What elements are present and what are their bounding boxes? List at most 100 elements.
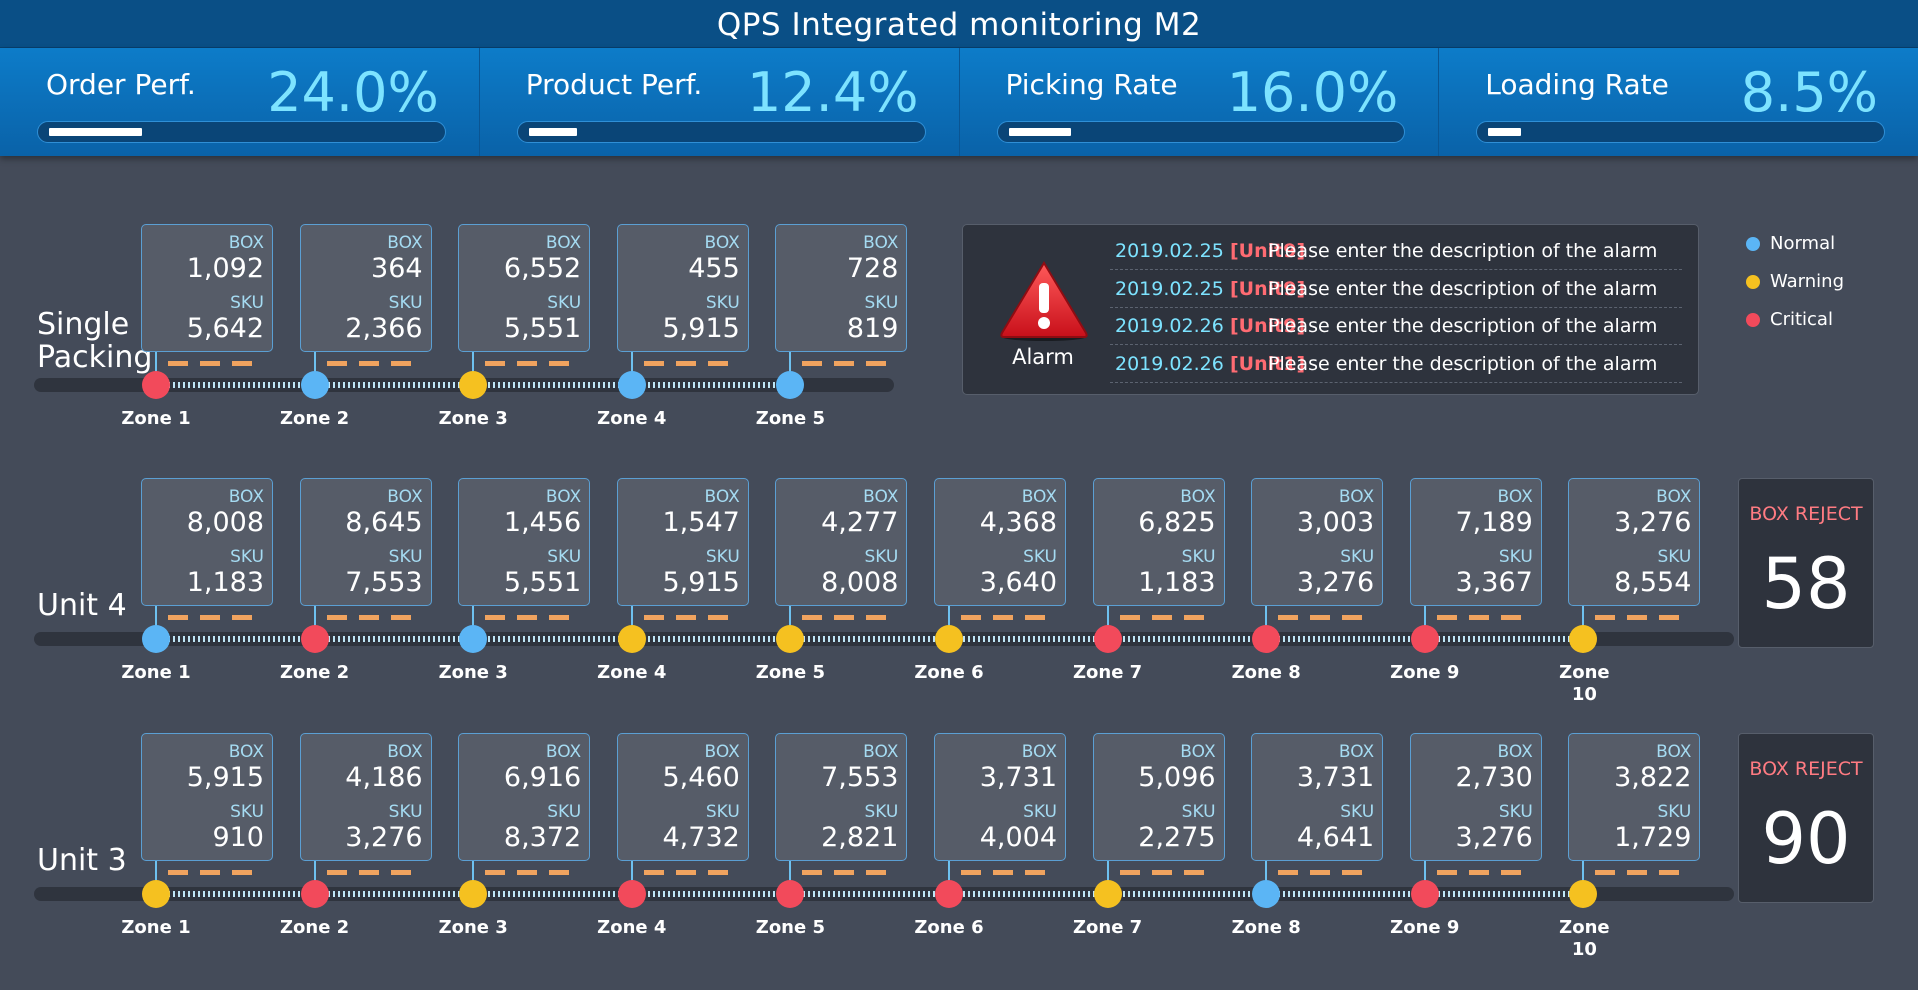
zone-card[interactable]: BOX 5,915 SKU 910 bbox=[141, 733, 273, 861]
zone-card[interactable]: BOX 7,189 SKU 3,367 bbox=[1409, 478, 1542, 606]
zone-card[interactable]: BOX 4,277 SKU 8,008 bbox=[775, 478, 908, 606]
zone-status-dot-critical[interactable] bbox=[142, 371, 170, 399]
zone-status-dot-critical[interactable] bbox=[300, 880, 329, 908]
box-label: BOX bbox=[863, 487, 899, 507]
zone-status-dot-warning[interactable] bbox=[617, 625, 646, 653]
zone-card[interactable]: BOX 3,731 SKU 4,641 bbox=[1251, 733, 1384, 861]
flow-indicator bbox=[485, 870, 570, 875]
zone-card[interactable]: BOX 728 SKU 819 bbox=[775, 224, 908, 352]
zone-connector bbox=[789, 352, 792, 380]
zone-status-dot-critical[interactable] bbox=[617, 880, 646, 908]
zone-card[interactable]: BOX 8,008 SKU 1,183 bbox=[141, 478, 273, 606]
box-label: BOX bbox=[1497, 742, 1533, 762]
zone-card[interactable]: BOX 3,731 SKU 4,004 bbox=[934, 733, 1066, 861]
zone-card[interactable]: BOX 1,092 SKU 5,642 bbox=[141, 224, 273, 352]
zone-card[interactable]: BOX 5,460 SKU 4,732 bbox=[616, 733, 749, 861]
alarm-panel: Alarm 2019.02.25 [Unit9] Please enter the … bbox=[962, 224, 1699, 395]
zone-status-dot-warning[interactable] bbox=[1093, 880, 1122, 908]
zone-card[interactable]: BOX 6,552 SKU 5,551 bbox=[458, 224, 591, 352]
alarm-entry[interactable]: 2019.02.26 [Unit1] Please enter the descri… bbox=[1110, 346, 1682, 383]
sku-count: 1,729 bbox=[1614, 822, 1692, 853]
zone-card[interactable]: BOX 4,186 SKU 3,276 bbox=[299, 733, 432, 861]
zone-card[interactable]: BOX 6,825 SKU 1,183 bbox=[1092, 478, 1225, 606]
zone-status-dot-warning[interactable] bbox=[776, 625, 805, 653]
sku-count: 5,551 bbox=[503, 313, 582, 344]
zone-status-dot-normal[interactable] bbox=[142, 625, 170, 653]
zone-card[interactable]: BOX 2,730 SKU 3,276 bbox=[1409, 733, 1542, 861]
zone-status-dot-warning[interactable] bbox=[142, 880, 170, 908]
kpi-strip: Order Perf. 24.0% Product Perf. 12.4% Pi… bbox=[0, 48, 1918, 156]
zone-card[interactable]: BOX 1,547 SKU 5,915 bbox=[616, 478, 749, 606]
zone-status-dot-critical[interactable] bbox=[1252, 625, 1281, 653]
zone-card[interactable]: BOX 7,553 SKU 2,821 bbox=[775, 733, 908, 861]
zone-label: Zone 3 bbox=[438, 917, 508, 938]
sku-label: SKU bbox=[1023, 547, 1057, 567]
box-label: BOX bbox=[1180, 487, 1216, 507]
zone-card[interactable]: BOX 3,822 SKU 1,729 bbox=[1568, 733, 1701, 861]
zone-status-dot-warning[interactable] bbox=[1569, 625, 1598, 653]
zone-status-dot-warning[interactable] bbox=[935, 625, 963, 653]
zone-connector bbox=[1582, 861, 1585, 889]
zone-card[interactable]: BOX 4,368 SKU 3,640 bbox=[934, 478, 1066, 606]
zone-status-dot-normal[interactable] bbox=[300, 371, 329, 399]
box-label: BOX bbox=[704, 233, 740, 253]
sku-count: 7,553 bbox=[345, 567, 423, 598]
box-count: 4,186 bbox=[345, 762, 423, 793]
zone-connector bbox=[1265, 861, 1268, 889]
sku-count: 1,183 bbox=[186, 567, 264, 598]
zone-status-dot-normal[interactable] bbox=[459, 625, 488, 653]
zone-status-dot-normal[interactable] bbox=[1252, 880, 1281, 908]
zone-connector bbox=[472, 352, 475, 380]
zone-card[interactable]: BOX 3,003 SKU 3,276 bbox=[1251, 478, 1384, 606]
box-count: 5,096 bbox=[1138, 762, 1216, 793]
sku-label: SKU bbox=[1023, 802, 1057, 822]
zone-status-dot-critical[interactable] bbox=[1093, 625, 1122, 653]
zone-card[interactable]: BOX 8,645 SKU 7,553 bbox=[299, 478, 432, 606]
zone-status-dot-critical[interactable] bbox=[1410, 625, 1439, 653]
zone-connector bbox=[948, 861, 950, 889]
sku-count: 910 bbox=[212, 822, 264, 853]
zone-status-dot-warning[interactable] bbox=[459, 880, 488, 908]
alarm-entry[interactable]: 2019.02.25 [Unit9] Please enter the descri… bbox=[1110, 271, 1682, 308]
sku-count: 8,372 bbox=[503, 822, 582, 853]
zone-card[interactable]: BOX 6,916 SKU 8,372 bbox=[458, 733, 591, 861]
zone-card[interactable]: BOX 364 SKU 2,366 bbox=[299, 224, 432, 352]
zone-card[interactable]: BOX 5,096 SKU 2,275 bbox=[1092, 733, 1225, 861]
conveyor-rail bbox=[34, 632, 1734, 646]
legend-dot-icon bbox=[1746, 313, 1760, 327]
kpi-label: Order Perf. bbox=[46, 68, 196, 101]
zone-label: Zone 1 bbox=[121, 408, 191, 429]
zone-connector bbox=[155, 861, 157, 889]
alarm-entry[interactable]: 2019.02.25 [Unit9] Please enter the descri… bbox=[1110, 233, 1682, 270]
sku-label: SKU bbox=[230, 547, 264, 567]
sku-label: SKU bbox=[1340, 802, 1375, 822]
zone-status-dot-normal[interactable] bbox=[776, 371, 805, 399]
zone-status-dot-critical[interactable] bbox=[776, 880, 805, 908]
alarm-date: 2019.02.26 bbox=[1115, 315, 1224, 337]
box-label: BOX bbox=[704, 742, 740, 762]
zone-status-dot-warning[interactable] bbox=[1569, 880, 1598, 908]
zone-connector bbox=[472, 606, 475, 634]
kpi-picking-rate: Picking Rate 16.0% bbox=[960, 48, 1440, 156]
zone-status-dot-critical[interactable] bbox=[935, 880, 963, 908]
sku-count: 5,915 bbox=[662, 567, 740, 598]
zone-status-dot-warning[interactable] bbox=[459, 371, 488, 399]
zone-label: Zone 2 bbox=[279, 917, 350, 938]
zone-card[interactable]: BOX 3,276 SKU 8,554 bbox=[1568, 478, 1701, 606]
zone-connector bbox=[1423, 606, 1426, 634]
zone-status-dot-normal[interactable] bbox=[617, 371, 646, 399]
sku-label: SKU bbox=[864, 547, 899, 567]
zone-connector bbox=[155, 606, 157, 634]
box-label: BOX bbox=[1338, 487, 1375, 507]
zone-connector bbox=[630, 352, 633, 380]
zone-card[interactable]: BOX 455 SKU 5,915 bbox=[616, 224, 749, 352]
zone-status-dot-critical[interactable] bbox=[1410, 880, 1439, 908]
zone-status-dot-critical[interactable] bbox=[300, 625, 329, 653]
flow-indicator bbox=[1595, 870, 1680, 875]
alarm-entry[interactable]: 2019.02.26 [Unit9] Please enter the descri… bbox=[1110, 308, 1682, 345]
zone-card[interactable]: BOX 1,456 SKU 5,551 bbox=[458, 478, 591, 606]
conveyor-rail bbox=[34, 887, 1734, 901]
zone-label: Zone 1 bbox=[121, 917, 191, 938]
zone-label: Zone 5 bbox=[755, 917, 825, 938]
